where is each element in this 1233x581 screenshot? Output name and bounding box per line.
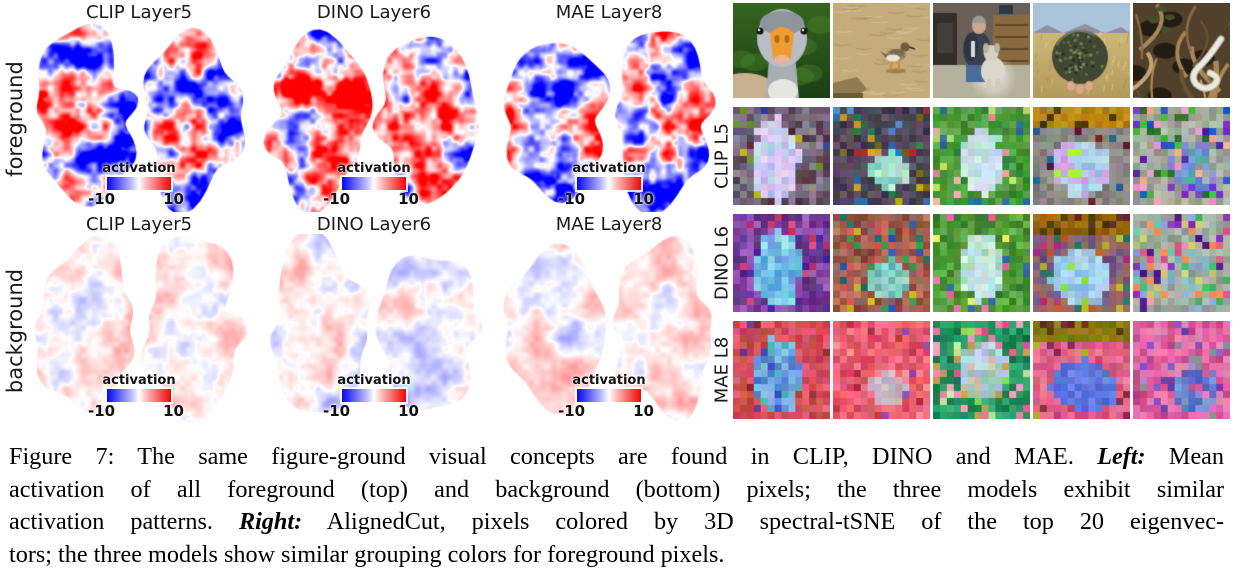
photo-snake: [1133, 3, 1230, 98]
colorbar-label: activation: [337, 161, 411, 176]
colorbar-max: 10: [398, 190, 419, 208]
colorbar-label: activation: [102, 373, 176, 388]
flatmap-panel-foreground-clip: CLIP Layer5 activation -10 10: [28, 2, 250, 214]
cluster-clip-goose: [733, 107, 830, 205]
caption-text: AlignedCut, pixels colored by 3D spectra…: [302, 508, 1225, 535]
alignedcut-grid: [733, 3, 1230, 419]
colorbar-gradient: [342, 389, 406, 402]
photo-turtle-shell: [1033, 3, 1130, 98]
colorbar-label: activation: [337, 373, 411, 388]
colorbar-label: activation: [572, 161, 646, 176]
caption-text: tors; the three models show similar grou…: [9, 540, 725, 568]
caption-left-label: Left:: [1097, 443, 1146, 470]
cluster-mae-shorebird: [833, 321, 930, 419]
colorbar: activation -10 10: [323, 373, 419, 421]
colorbar: activation -10 10: [88, 161, 184, 209]
photo-goose: [733, 3, 830, 98]
caption-line-3: activation patterns. Right: AlignedCut, …: [9, 506, 1224, 539]
row-label-background: background: [3, 268, 27, 394]
colorbar-max: 10: [633, 402, 654, 420]
colorbar-max: 10: [633, 190, 654, 208]
cluster-dino-turtle: [1033, 214, 1130, 312]
flatmap-panel-background-mae: MAE Layer8 activation -10 10: [498, 214, 720, 426]
cluster-mae-person-dog: [933, 321, 1030, 419]
panel-title: DINO Layer6: [316, 2, 432, 23]
flatmap-panel-foreground-dino: DINO Layer6 activation -10 10: [263, 2, 485, 214]
colorbar: activation -10 10: [88, 373, 184, 421]
photo-person-dog: [933, 3, 1030, 98]
colorbar: activation -10 10: [558, 373, 654, 421]
cluster-mae-turtle: [1033, 321, 1130, 419]
colorbar: activation -10 10: [558, 161, 654, 209]
colorbar-max: 10: [398, 402, 419, 420]
colorbar-min: -10: [558, 402, 586, 420]
cluster-clip-shorebird: [833, 107, 930, 205]
panel-title: MAE Layer8: [555, 2, 663, 23]
panel-title: CLIP Layer5: [85, 2, 193, 23]
flatmap-panel-foreground-mae: MAE Layer8 activation -10 10: [498, 2, 720, 214]
cluster-mae-snake: [1133, 321, 1230, 419]
panel-title: DINO Layer6: [316, 214, 432, 235]
colorbar-max: 10: [163, 402, 184, 420]
caption-text: Figure 7: The same figure-ground visual …: [9, 443, 1098, 470]
figure-caption: Figure 7: The same figure-ground visual …: [9, 441, 1224, 571]
colorbar-min: -10: [323, 402, 351, 420]
cluster-clip-person-dog: [933, 107, 1030, 205]
row-label-dino-l6: DINO L6: [711, 225, 733, 301]
caption-text: Mean: [1145, 443, 1225, 470]
colorbar-gradient: [577, 389, 641, 402]
caption-line-4: tors; the three models show similar grou…: [9, 539, 1224, 572]
figure-7: foreground background CLIP Layer5 activa…: [3, 2, 1230, 426]
cluster-mae-goose: [733, 321, 830, 419]
colorbar-max: 10: [163, 190, 184, 208]
cluster-clip-snake: [1133, 107, 1230, 205]
colorbar-gradient: [107, 389, 171, 402]
row-label-clip-l5: CLIP L5: [711, 123, 733, 189]
cluster-clip-turtle: [1033, 107, 1130, 205]
cluster-dino-goose: [733, 214, 830, 312]
row-label-mae-l8: MAE L8: [711, 336, 733, 404]
cluster-dino-snake: [1133, 214, 1230, 312]
row-label-foreground: foreground: [3, 61, 27, 177]
panel-title: MAE Layer8: [555, 214, 663, 235]
flatmap-panel-background-dino: DINO Layer6 activation -10 10: [263, 214, 485, 426]
photo-shorebird: [833, 3, 930, 98]
caption-line-1: Figure 7: The same figure-ground visual …: [9, 441, 1224, 474]
caption-text: activation patterns.: [9, 508, 239, 535]
colorbar-gradient: [107, 177, 171, 190]
colorbar-label: activation: [572, 373, 646, 388]
colorbar-min: -10: [558, 190, 586, 208]
colorbar-gradient: [577, 177, 641, 190]
panel-title: CLIP Layer5: [85, 214, 193, 235]
flatmap-panel-background-clip: CLIP Layer5 activation -10 10: [28, 214, 250, 426]
cluster-dino-person-dog: [933, 214, 1030, 312]
colorbar-gradient: [342, 177, 406, 190]
colorbar-label: activation: [102, 161, 176, 176]
colorbar: activation -10 10: [323, 161, 419, 209]
colorbar-min: -10: [88, 402, 116, 420]
caption-text: activation of all foreground (top) and b…: [9, 475, 1224, 503]
caption-line-2: activation of all foreground (top) and b…: [9, 474, 1224, 507]
colorbar-min: -10: [88, 190, 116, 208]
caption-right-label: Right:: [238, 508, 303, 535]
cluster-dino-shorebird: [833, 214, 930, 312]
colorbar-min: -10: [323, 190, 351, 208]
